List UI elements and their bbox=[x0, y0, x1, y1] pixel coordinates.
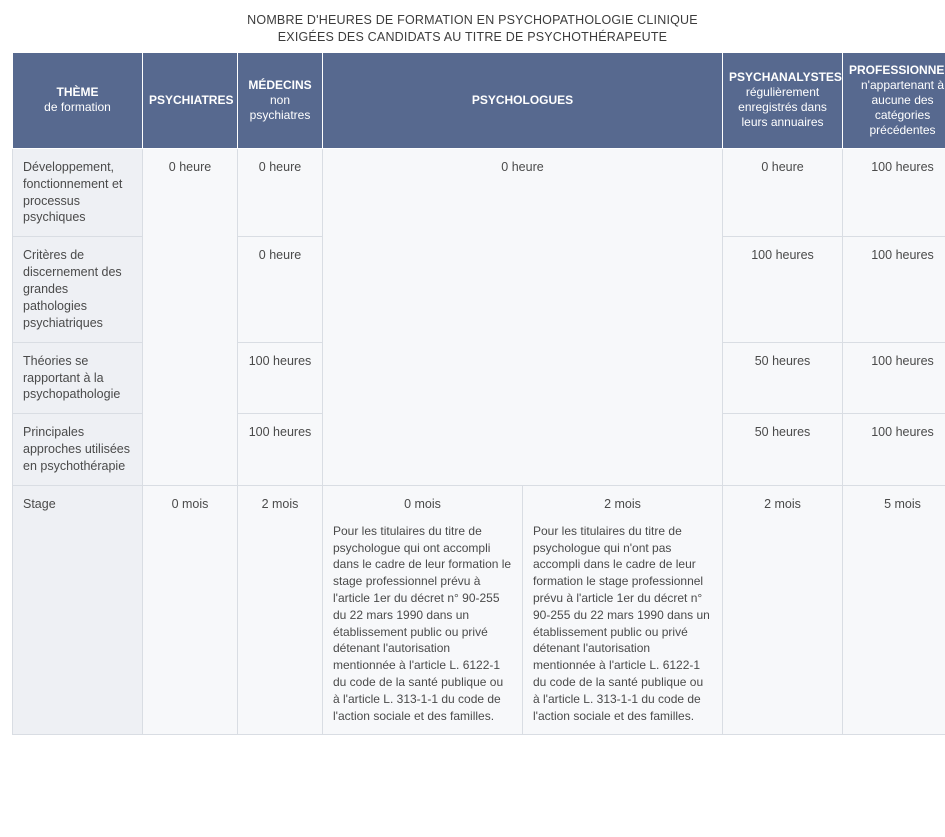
title-line-2: EXIGÉES DES CANDIDATS AU TITRE DE PSYCHO… bbox=[278, 30, 667, 44]
stage-b-value: 2 mois bbox=[604, 497, 641, 511]
cell-psychanalystes-r1: 0 heure bbox=[723, 148, 843, 237]
col-psychanalystes-l1: PSYCHANALYSTES bbox=[729, 70, 836, 85]
cell-professionnels-r3: 100 heures bbox=[843, 342, 945, 414]
theme-cell: Stage bbox=[13, 485, 143, 734]
cell-medecins-r3: 100 heures bbox=[238, 342, 323, 414]
theme-cell: Principales approches utilisées en psych… bbox=[13, 414, 143, 486]
cell-psychanalystes-r5: 2 mois bbox=[723, 485, 843, 734]
theme-cell: Théories se rapportant à la psychopathol… bbox=[13, 342, 143, 414]
cell-medecins-r5: 2 mois bbox=[238, 485, 323, 734]
col-medecins-l1: MÉDECINS bbox=[244, 78, 316, 93]
cell-psychiatres-r5: 0 mois bbox=[143, 485, 238, 734]
col-professionnels-l2: n'appartenant à aucune des catégories pr… bbox=[861, 78, 944, 137]
stage-a-value: 0 mois bbox=[404, 497, 441, 511]
cell-psychanalystes-r2: 100 heures bbox=[723, 237, 843, 342]
col-theme: THÈME de formation bbox=[13, 52, 143, 148]
cell-medecins-r1: 0 heure bbox=[238, 148, 323, 237]
theme-cell: Développement, fonctionnement et process… bbox=[13, 148, 143, 237]
col-theme-l2: de formation bbox=[44, 100, 111, 114]
stage-b-note: Pour les titulaires du titre de psycholo… bbox=[533, 523, 712, 725]
page-title: NOMBRE D'HEURES DE FORMATION EN PSYCHOPA… bbox=[12, 12, 933, 46]
col-psychiatres: PSYCHIATRES bbox=[143, 52, 238, 148]
cell-professionnels-r2: 100 heures bbox=[843, 237, 945, 342]
cell-psychologues-a: 0 mois Pour les titulaires du titre de p… bbox=[323, 485, 523, 734]
cell-professionnels-r5: 5 mois bbox=[843, 485, 945, 734]
table-row: Stage 0 mois 2 mois 0 mois Pour les titu… bbox=[13, 485, 945, 734]
formation-hours-table: THÈME de formation PSYCHIATRES MÉDECINS … bbox=[12, 52, 945, 736]
col-professionnels-l1: PROFESSIONNELS bbox=[849, 63, 945, 78]
title-line-1: NOMBRE D'HEURES DE FORMATION EN PSYCHOPA… bbox=[247, 13, 698, 27]
theme-cell: Critères de discernement des grandes pat… bbox=[13, 237, 143, 342]
col-professionnels: PROFESSIONNELS n'appartenant à aucune de… bbox=[843, 52, 945, 148]
col-medecins-l2: non bbox=[270, 93, 290, 107]
cell-professionnels-r4: 100 heures bbox=[843, 414, 945, 486]
table-row: Développement, fonctionnement et process… bbox=[13, 148, 945, 237]
col-psychanalystes: PSYCHANALYSTES régulièrement enregistrés… bbox=[723, 52, 843, 148]
cell-psychologues-b: 2 mois Pour les titulaires du titre de p… bbox=[523, 485, 723, 734]
cell-medecins-r2: 0 heure bbox=[238, 237, 323, 342]
stage-a-note: Pour les titulaires du titre de psycholo… bbox=[333, 523, 512, 725]
col-psychologues: PSYCHOLOGUES bbox=[323, 52, 723, 148]
cell-psychologues-r1-4: 0 heure bbox=[323, 148, 723, 485]
col-medecins-l3: psychiatres bbox=[250, 108, 311, 122]
cell-professionnels-r1: 100 heures bbox=[843, 148, 945, 237]
cell-medecins-r4: 100 heures bbox=[238, 414, 323, 486]
col-medecins: MÉDECINS non psychiatres bbox=[238, 52, 323, 148]
header-row: THÈME de formation PSYCHIATRES MÉDECINS … bbox=[13, 52, 945, 148]
cell-psychiatres-r1-4: 0 heure bbox=[143, 148, 238, 485]
col-psychanalystes-l2: régulièrement enregistrés dans leurs ann… bbox=[738, 85, 827, 129]
cell-psychanalystes-r3: 50 heures bbox=[723, 342, 843, 414]
cell-psychanalystes-r4: 50 heures bbox=[723, 414, 843, 486]
col-theme-l1: THÈME bbox=[19, 85, 136, 100]
